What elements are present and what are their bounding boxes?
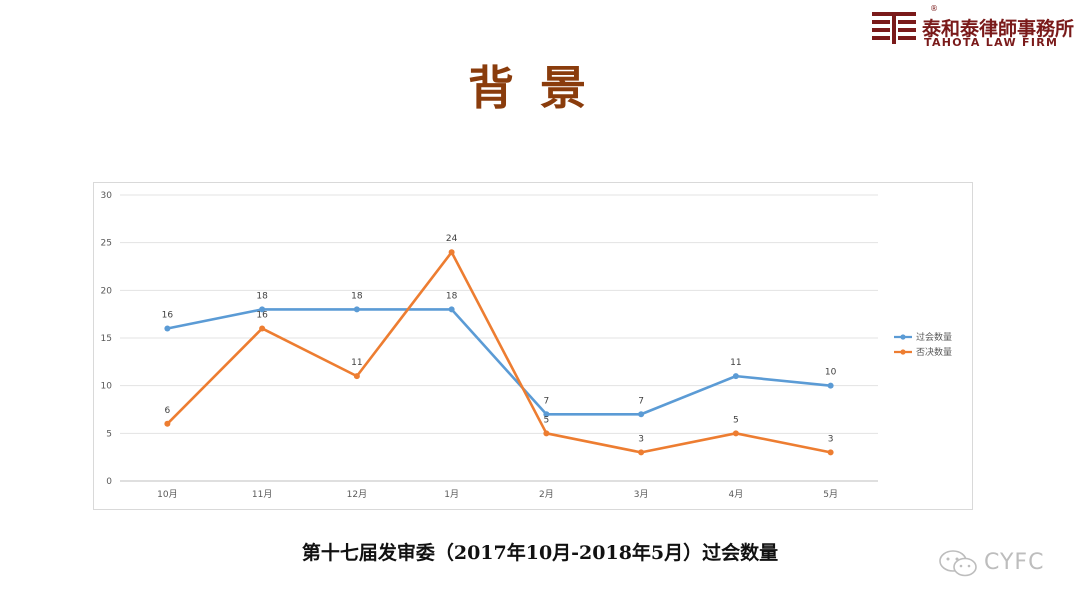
chart-caption: 第十七届发审委（2017年10月-2018年5月）过会数量 [301,542,779,564]
y-tick-label: 25 [101,239,112,249]
y-tick-label: 20 [101,286,113,296]
data-label: 16 [256,310,268,320]
legend-marker [900,334,906,340]
firm-logo: ® 泰和泰律師事務所 TAHOTA LAW FIRM [872,4,1075,49]
data-label: 6 [165,406,171,416]
legend-label: 过会数量 [916,331,952,343]
x-tick-label: 5月 [823,489,838,500]
data-label: 3 [828,434,834,444]
watermark: CYFC [938,548,1068,580]
x-tick-label: 4月 [729,489,744,500]
y-tick-label: 10 [101,382,113,392]
data-point [353,306,360,313]
y-tick-label: 15 [101,334,112,344]
data-label: 3 [638,434,644,444]
data-label: 10 [825,368,837,378]
data-point [543,430,550,437]
data-point [448,306,455,313]
data-point [353,373,360,380]
x-tick-label: 12月 [347,489,367,500]
data-label: 11 [351,358,362,368]
firm-name-cn: 泰和泰律師事務所 [922,18,1075,40]
series-line [167,308,831,416]
data-label: 7 [544,396,550,406]
line-chart: 0 5 10 15 20 25 30 10月 11月 12月 1月 2月 3月 4月 5月 16 18 18 18 7… [101,191,952,500]
data-label: 18 [446,291,458,301]
firm-logo-mark-icon [872,12,916,44]
wechat-icon [939,550,977,577]
data-label: 16 [162,310,174,320]
data-label: 24 [446,234,458,244]
data-point [259,325,266,332]
chart-container: 0 5 10 15 20 25 30 10月 11月 12月 1月 2月 3月 4月 5月 16 18 18 18 7… [93,182,973,510]
page-title: 背景 [468,61,612,115]
data-label: 7 [638,396,644,406]
registered-mark: ® [930,4,938,13]
x-tick-label: 1月 [444,489,459,500]
data-label: 5 [733,415,739,425]
firm-name-en: TAHOTA LAW FIRM [924,36,1059,49]
data-label: 5 [544,415,550,425]
data-point [732,430,739,437]
y-tick-label: 30 [101,191,113,201]
x-tick-label: 11月 [252,489,272,500]
legend-label: 否决数量 [916,346,952,358]
data-label: 18 [256,291,268,301]
series-line [166,250,831,454]
data-point [259,306,266,313]
data-point [732,373,739,380]
data-point [448,249,455,256]
watermark-text: CYFC [984,550,1045,575]
y-tick-label: 0 [106,477,112,487]
data-label: 18 [351,291,363,301]
data-point [827,382,834,389]
x-tick-label: 10月 [157,489,177,500]
data-point [638,449,645,456]
y-tick-label: 5 [106,429,112,439]
data-label: 11 [730,358,741,368]
x-tick-label: 2月 [539,489,554,500]
data-point [164,420,171,427]
legend-marker [900,349,906,355]
data-point [164,325,171,332]
data-point [543,411,550,418]
x-tick-label: 3月 [634,489,649,500]
data-point [638,411,645,418]
data-point [827,449,834,456]
